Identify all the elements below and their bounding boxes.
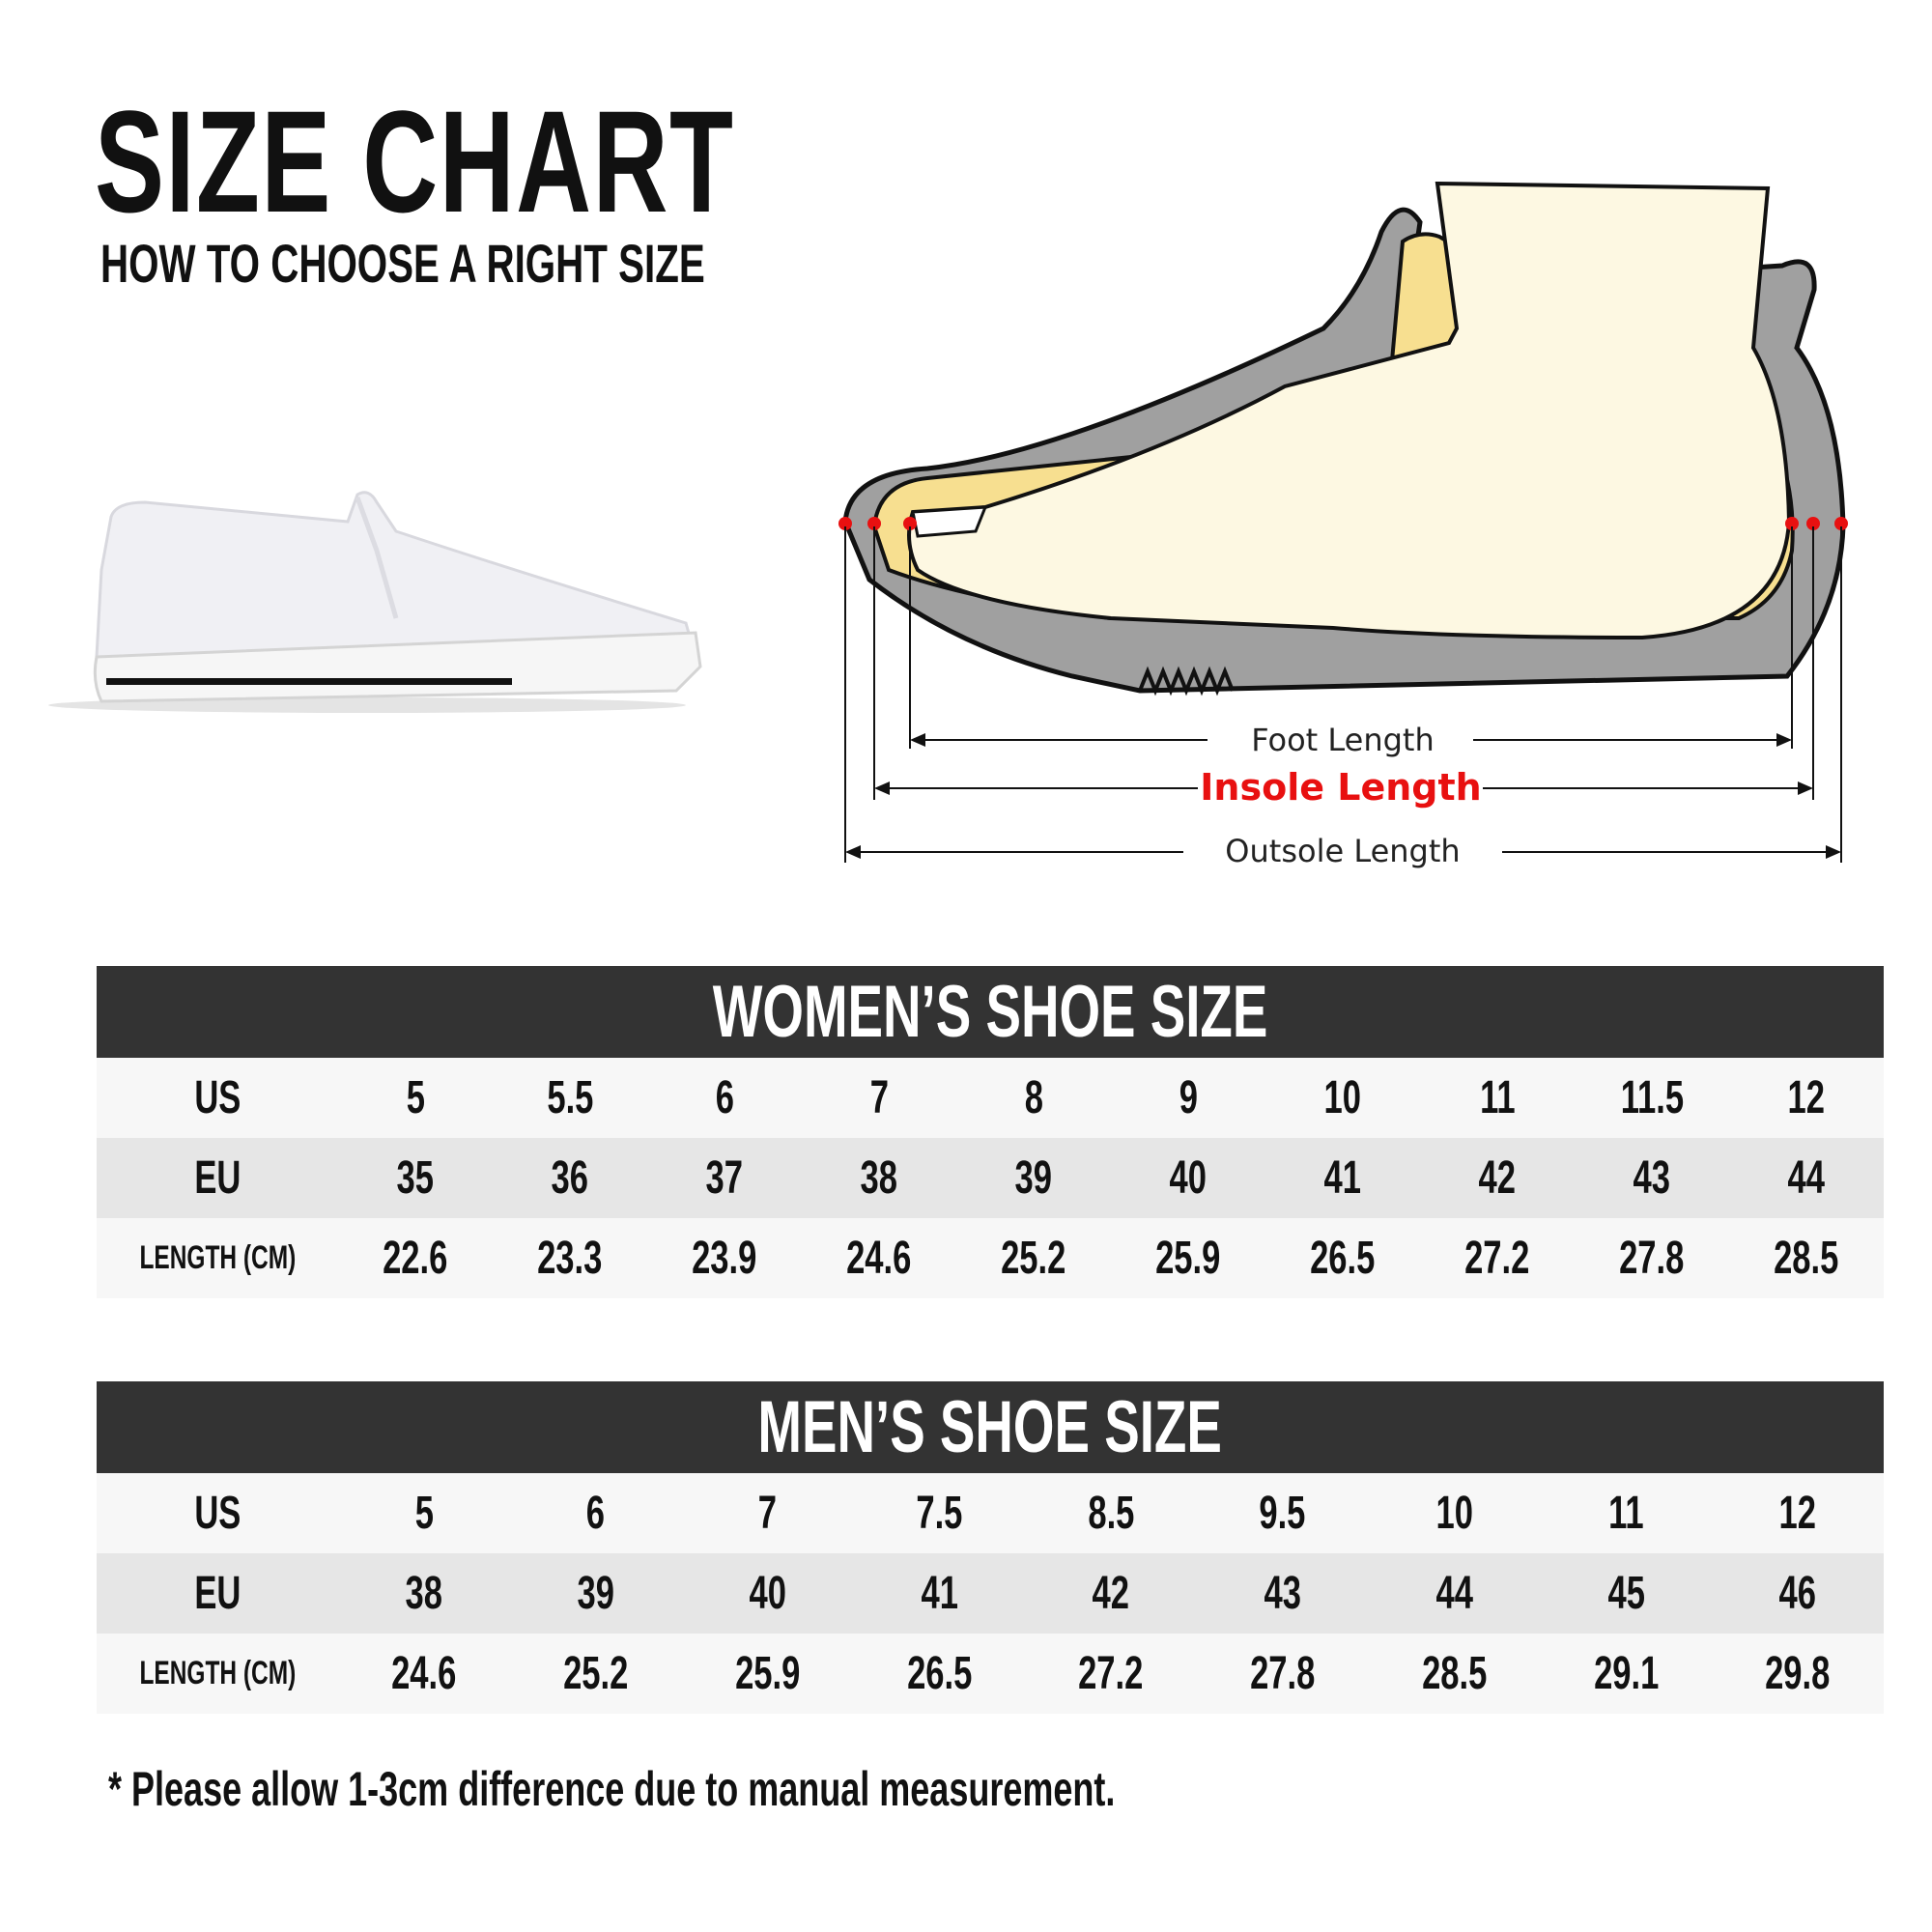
size-cell: 29.8	[1765, 1648, 1831, 1699]
page-title: SIZE CHART	[95, 80, 735, 242]
table-row-us: US 5 6 7 7.5 8.5 9.5 10 11 12	[97, 1473, 1884, 1553]
size-cell: 23.3	[537, 1233, 603, 1284]
table-title: MEN’S SHOE SIZE	[97, 1381, 1884, 1473]
womens-size-table: WOMEN’S SHOE SIZE US 5 5.5 6 7 8 9 10 11 11.5 12 EU 3…	[97, 966, 1884, 1298]
measurement-markers	[838, 517, 1848, 530]
size-cell: 38	[405, 1568, 443, 1619]
size-cell: 27.2	[1464, 1233, 1530, 1284]
table-row-eu: EU 35 36 37 38 39 40 41 42 43 44	[97, 1138, 1884, 1218]
size-cell: 41	[921, 1568, 958, 1619]
table-row-length: LENGTH (CM) 24.6 25.2 25.9 26.5 27.2 27.8 28.5 2…	[97, 1634, 1884, 1714]
size-cell: 7	[757, 1488, 778, 1539]
size-cell: 35	[396, 1152, 435, 1204]
table-row-eu: EU 38 39 40 41 42 43 44 45 46	[97, 1553, 1884, 1634]
size-cell: 24.6	[846, 1233, 912, 1284]
size-cell: 23.9	[692, 1233, 757, 1284]
size-cell: 24.6	[391, 1648, 457, 1699]
size-cell: 10	[1323, 1072, 1362, 1123]
size-cell: 41	[1323, 1152, 1362, 1204]
footnote: * Please allow 1-3cm difference due to m…	[108, 1762, 1116, 1816]
size-cell: 9.5	[1259, 1488, 1306, 1539]
outsole-length-label: Outsole Length	[1225, 833, 1460, 869]
row-label: US	[193, 1072, 242, 1123]
size-cell: 36	[551, 1152, 589, 1204]
size-cell: 28.5	[1774, 1233, 1839, 1284]
size-cell: 43	[1633, 1152, 1671, 1204]
size-cell: 40	[749, 1568, 786, 1619]
size-cell: 39	[577, 1568, 614, 1619]
size-cell: 44	[1787, 1152, 1826, 1204]
size-cell: 27.2	[1078, 1648, 1144, 1699]
size-cell: 5	[406, 1072, 425, 1123]
size-cell: 29.1	[1593, 1648, 1659, 1699]
size-cell: 42	[1478, 1152, 1517, 1204]
size-cell: 5	[414, 1488, 434, 1539]
row-label: EU	[193, 1568, 242, 1619]
size-cell: 6	[715, 1072, 734, 1123]
size-cell: 11	[1608, 1488, 1644, 1539]
table-row-us: US 5 5.5 6 7 8 9 10 11 11.5 12	[97, 1058, 1884, 1138]
row-label: US	[193, 1488, 242, 1539]
size-cell: 6	[586, 1488, 606, 1539]
size-cell: 40	[1169, 1152, 1208, 1204]
size-cell: 25.2	[563, 1648, 629, 1699]
size-cell: 39	[1014, 1152, 1053, 1204]
size-cell: 25.9	[734, 1648, 801, 1699]
size-cell: 42	[1092, 1568, 1130, 1619]
size-cell: 10	[1435, 1488, 1473, 1539]
size-cell: 5.5	[546, 1072, 594, 1123]
size-cell: 27.8	[1250, 1648, 1316, 1699]
mens-size-table: MEN’S SHOE SIZE US 5 6 7 7.5 8.5 9.5 10 11 12 EU 38 3…	[97, 1381, 1884, 1714]
row-label: LENGTH (CM)	[139, 1655, 296, 1691]
size-cell: 38	[860, 1152, 898, 1204]
size-cell: 27.8	[1619, 1233, 1685, 1284]
slip-on-shoe-image	[48, 491, 702, 713]
foot-length-label: Foot Length	[1251, 722, 1435, 758]
size-cell: 8	[1024, 1072, 1043, 1123]
page-subtitle: HOW TO CHOOSE A RIGHT SIZE	[100, 233, 705, 294]
size-cell: 7	[869, 1072, 889, 1123]
size-cell: 26.5	[906, 1648, 972, 1699]
size-cell: 11	[1479, 1072, 1516, 1123]
size-cell: 46	[1778, 1568, 1817, 1619]
row-label: LENGTH (CM)	[139, 1239, 296, 1276]
size-cell: 12	[1787, 1072, 1826, 1123]
size-cell: 45	[1607, 1568, 1645, 1619]
size-cell: 44	[1435, 1568, 1473, 1619]
size-cell: 26.5	[1310, 1233, 1376, 1284]
size-cell: 12	[1778, 1488, 1817, 1539]
table-row-length: LENGTH (CM) 22.6 23.3 23.9 24.6 25.2 25.9 26.5 2…	[97, 1218, 1884, 1298]
insole-length-label: Insole Length	[1200, 766, 1481, 809]
table-title: WOMEN’S SHOE SIZE	[97, 966, 1884, 1058]
size-cell: 22.6	[383, 1233, 448, 1284]
size-cell: 9	[1179, 1072, 1198, 1123]
size-cell: 25.9	[1155, 1233, 1221, 1284]
foot-measurement-diagram: Foot Length Insole Length Outsole Length	[838, 181, 1848, 869]
size-cell: 25.2	[1001, 1233, 1066, 1284]
size-cell: 8.5	[1087, 1488, 1135, 1539]
size-cell: 43	[1264, 1568, 1302, 1619]
size-cell: 37	[705, 1152, 744, 1204]
row-label: EU	[193, 1152, 242, 1204]
size-cell: 28.5	[1421, 1648, 1488, 1699]
size-cell: 7.5	[916, 1488, 963, 1539]
size-cell: 11.5	[1620, 1072, 1684, 1123]
